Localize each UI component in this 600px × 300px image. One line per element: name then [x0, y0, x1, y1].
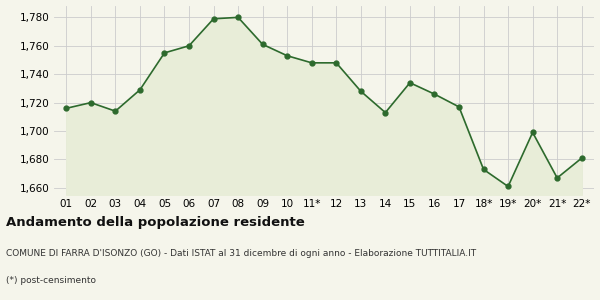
Text: Andamento della popolazione residente: Andamento della popolazione residente: [6, 216, 305, 229]
Text: COMUNE DI FARRA D'ISONZO (GO) - Dati ISTAT al 31 dicembre di ogni anno - Elabora: COMUNE DI FARRA D'ISONZO (GO) - Dati IST…: [6, 249, 476, 258]
Text: (*) post-censimento: (*) post-censimento: [6, 276, 96, 285]
